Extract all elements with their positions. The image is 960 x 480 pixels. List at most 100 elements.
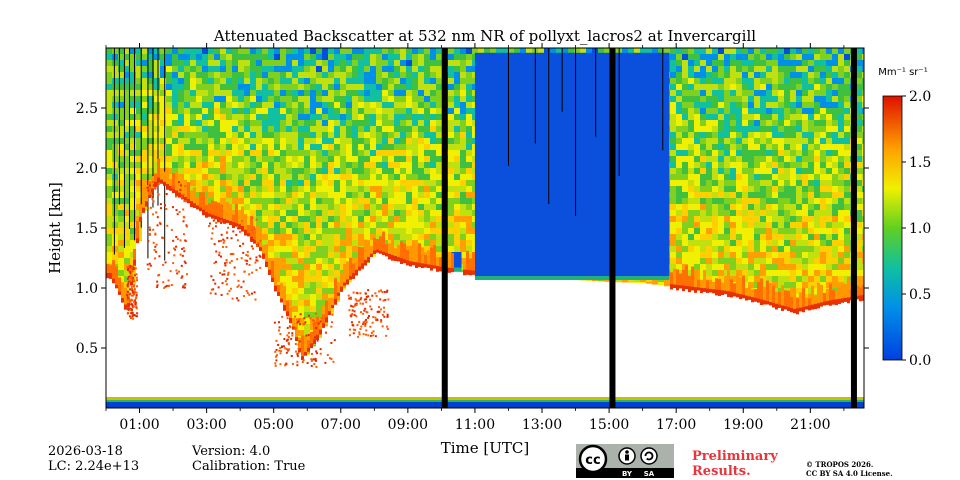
- noise-cell: [352, 198, 358, 204]
- noise-cell: [292, 258, 298, 264]
- noise-cell: [682, 192, 688, 198]
- noise-cell: [412, 204, 418, 210]
- noise-cell: [382, 120, 388, 126]
- noise-cell: [706, 90, 712, 96]
- noise-cell: [322, 120, 328, 126]
- noise-cell: [784, 192, 790, 198]
- noise-cell: [118, 144, 124, 150]
- noise-cell: [172, 108, 178, 114]
- noise-cell: [670, 90, 676, 96]
- noise-cell: [832, 192, 838, 198]
- noise-cell: [400, 102, 406, 108]
- noise-cell: [136, 198, 142, 204]
- noise-cell: [682, 66, 688, 72]
- noise-cell: [676, 138, 682, 144]
- noise-cell: [814, 252, 820, 258]
- noise-cell: [160, 90, 166, 96]
- noise-cell: [376, 186, 382, 192]
- noise-cell: [820, 246, 826, 252]
- noise-cell: [796, 276, 802, 282]
- noise-cell: [400, 54, 406, 60]
- noise-cell: [304, 282, 310, 288]
- noise-cell: [694, 114, 700, 120]
- noise-cell: [712, 150, 718, 156]
- noise-cell: [148, 66, 154, 72]
- noise-cell: [286, 240, 292, 246]
- noise-cell: [196, 168, 202, 174]
- noise-cell: [436, 78, 442, 84]
- noise-cell: [856, 156, 862, 162]
- noise-cell: [430, 66, 436, 72]
- noise-cell: [754, 258, 760, 264]
- noise-cell: [424, 90, 430, 96]
- noise-cell: [460, 96, 466, 102]
- noise-cell: [112, 60, 118, 66]
- noise-cell: [352, 168, 358, 174]
- noise-cell: [388, 114, 394, 120]
- noise-cell: [382, 204, 388, 210]
- noise-cell: [448, 222, 454, 228]
- noise-cell: [418, 204, 424, 210]
- noise-cell: [814, 48, 820, 54]
- noise-cell: [526, 48, 532, 54]
- noise-cell: [700, 132, 706, 138]
- noise-cell: [244, 198, 250, 204]
- noise-cell: [700, 204, 706, 210]
- noise-cell: [856, 108, 862, 114]
- noise-cell: [784, 228, 790, 234]
- noise-cell: [754, 198, 760, 204]
- noise-cell: [304, 186, 310, 192]
- cloud-base-edge: [136, 238, 139, 244]
- noise-cell: [124, 66, 130, 72]
- noise-cell: [448, 90, 454, 96]
- noise-cell: [802, 84, 808, 90]
- cloud-base-edge: [205, 211, 208, 218]
- noise-cell: [328, 84, 334, 90]
- noise-cell: [106, 138, 112, 144]
- noise-cell: [844, 246, 850, 252]
- noise-cell: [790, 180, 796, 186]
- noise-cell: [304, 108, 310, 114]
- noise-cell: [670, 192, 676, 198]
- noise-cell: [334, 246, 340, 252]
- noise-cell: [256, 144, 262, 150]
- noise-cell: [118, 192, 124, 198]
- noise-cell: [112, 192, 118, 198]
- noise-cell: [688, 174, 694, 180]
- noise-cell: [388, 180, 394, 186]
- noise-cell: [406, 186, 412, 192]
- noise-cell: [142, 162, 148, 168]
- noise-cell: [856, 264, 862, 270]
- noise-cell: [190, 162, 196, 168]
- noise-cell: [310, 246, 316, 252]
- noise-cell: [814, 180, 820, 186]
- noise-cell: [280, 108, 286, 114]
- noise-cell: [322, 60, 328, 66]
- noise-cell: [376, 156, 382, 162]
- cloud-base-edge: [235, 223, 238, 227]
- noise-cell: [736, 66, 742, 72]
- noise-cell: [274, 102, 280, 108]
- noise-cell: [448, 78, 454, 84]
- noise-cell: [676, 252, 682, 258]
- noise-cell: [304, 222, 310, 228]
- noise-cell: [178, 78, 184, 84]
- noise-cell: [742, 264, 748, 270]
- noise-cell: [856, 276, 862, 282]
- noise-cell: [766, 114, 772, 120]
- noise-cell: [730, 120, 736, 126]
- noise-cell: [136, 144, 142, 150]
- noise-cell: [298, 216, 304, 222]
- noise-cell: [754, 108, 760, 114]
- noise-cell: [286, 192, 292, 198]
- noise-cell: [736, 108, 742, 114]
- noise-cell: [382, 156, 388, 162]
- noise-cell: [262, 168, 268, 174]
- noise-cell: [748, 228, 754, 234]
- noise-cell: [766, 240, 772, 246]
- noise-cell: [676, 264, 682, 270]
- noise-cell: [238, 192, 244, 198]
- noise-cell: [268, 240, 274, 246]
- cloud-base-edge: [184, 196, 187, 201]
- noise-cell: [196, 60, 202, 66]
